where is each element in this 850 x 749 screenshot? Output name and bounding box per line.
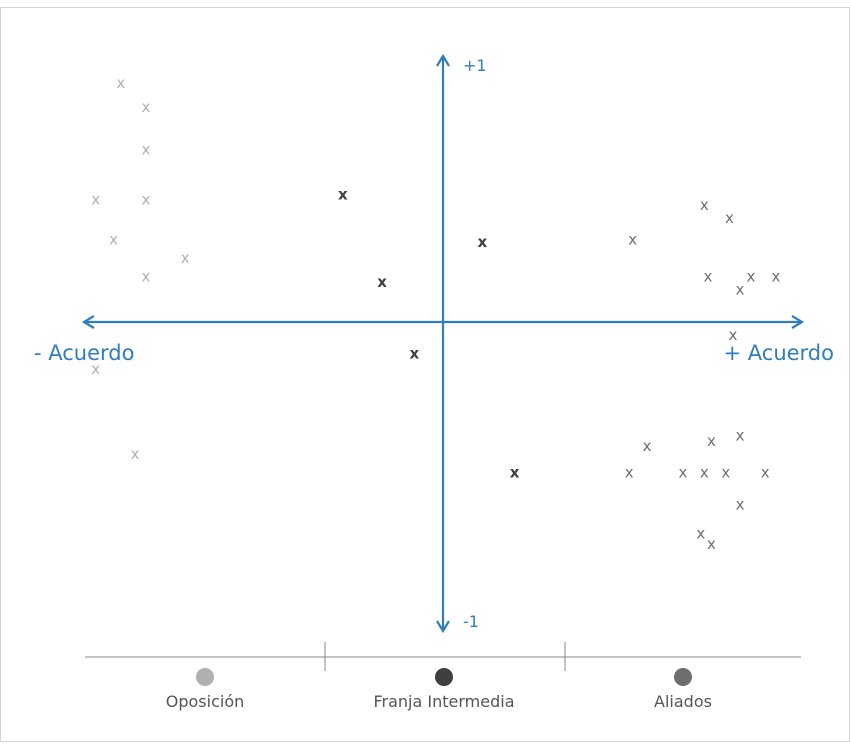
point-franja-intermedia: x xyxy=(338,185,348,203)
x-axis-left-label: - Acuerdo xyxy=(34,341,134,365)
legend-swatch-oposicion xyxy=(196,668,214,686)
point-aliados: x xyxy=(628,230,637,248)
point-aliados: x xyxy=(703,267,712,285)
point-aliados: x xyxy=(761,464,770,482)
y-axis-top-label: +1 xyxy=(463,56,487,75)
point-franja-intermedia: x xyxy=(410,344,420,362)
point-oposicion: x xyxy=(141,98,150,116)
legend-label-aliados: Aliados xyxy=(654,692,712,711)
point-oposicion: x xyxy=(141,267,150,285)
point-franja-intermedia: x xyxy=(377,273,387,291)
point-oposicion: x xyxy=(131,445,140,463)
point-oposicion: x xyxy=(116,74,125,92)
point-aliados: x xyxy=(700,196,709,214)
point-aliados: x xyxy=(700,464,709,482)
point-aliados: x xyxy=(678,464,687,482)
point-oposicion: x xyxy=(181,249,190,267)
point-aliados: x xyxy=(721,464,730,482)
legend-label-franja-intermedia: Franja Intermedia xyxy=(373,692,514,711)
point-aliados: x xyxy=(725,209,734,227)
point-oposicion: x xyxy=(109,230,118,248)
point-aliados: x xyxy=(736,495,745,513)
point-aliados: x xyxy=(696,525,705,543)
point-aliados: x xyxy=(771,267,780,285)
legend: Oposición Franja Intermedia Aliados xyxy=(85,642,801,711)
point-oposicion: x xyxy=(91,360,100,378)
point-franja-intermedia: x xyxy=(478,233,488,251)
x-axis-right-label: + Acuerdo xyxy=(724,341,835,365)
legend-swatch-franja-intermedia xyxy=(435,668,453,686)
point-aliados: x xyxy=(729,326,738,344)
point-aliados: x xyxy=(746,267,755,285)
point-aliados: x xyxy=(736,426,745,444)
y-axis-bottom-label: -1 xyxy=(463,612,479,631)
chart-frame xyxy=(0,7,850,742)
point-oposicion: x xyxy=(141,140,150,158)
point-franja-intermedia: x xyxy=(510,464,520,482)
point-aliados: x xyxy=(707,432,716,450)
point-oposicion: x xyxy=(91,191,100,209)
legend-label-oposicion: Oposición xyxy=(166,692,245,711)
point-aliados: x xyxy=(643,437,652,455)
point-aliados: x xyxy=(707,535,716,553)
legend-swatch-aliados xyxy=(674,668,692,686)
point-oposicion: x xyxy=(141,191,150,209)
point-aliados: x xyxy=(625,464,634,482)
point-aliados: x xyxy=(736,281,745,299)
